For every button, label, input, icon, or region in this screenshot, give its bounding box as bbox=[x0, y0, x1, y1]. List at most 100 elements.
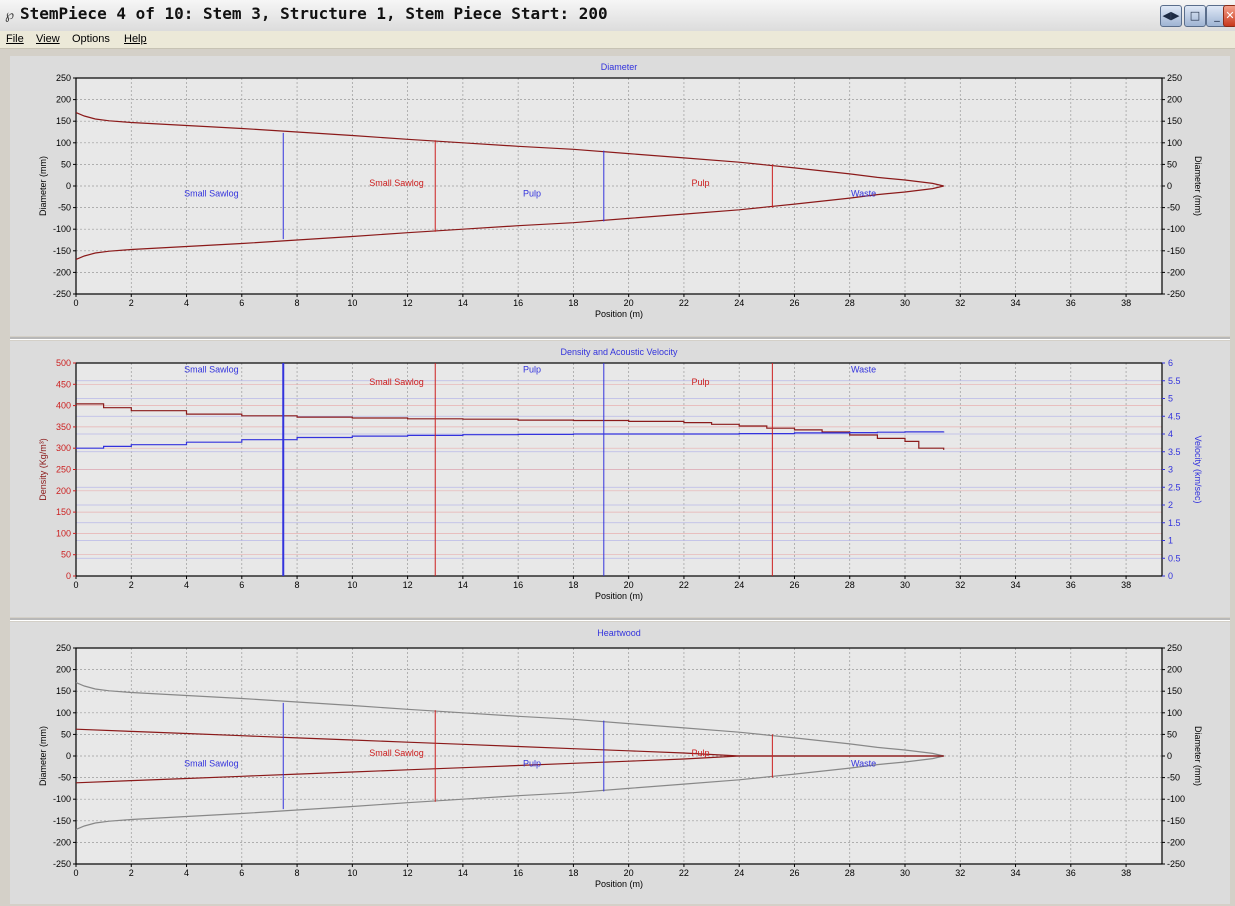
y-right-axis-label: Diameter (mm) bbox=[1193, 156, 1203, 216]
y-tick-label: 100 bbox=[56, 138, 71, 148]
prev-next-icon[interactable]: ◀▶ bbox=[1160, 5, 1182, 27]
menu-help[interactable]: Help bbox=[124, 33, 147, 45]
y2-tick-label: 1 bbox=[1168, 536, 1173, 546]
y-tick-label: -100 bbox=[53, 794, 71, 804]
x-tick-label: 34 bbox=[1011, 868, 1021, 878]
y-tick-label: 300 bbox=[56, 443, 71, 453]
x-tick-label: 16 bbox=[513, 298, 523, 308]
x-tick-label: 22 bbox=[679, 298, 689, 308]
y-right-tick-label: 250 bbox=[1167, 73, 1182, 83]
segment-label: Small Sawlog bbox=[184, 364, 239, 374]
y-right-tick-label: -200 bbox=[1167, 837, 1185, 847]
menu-options[interactable]: Options bbox=[72, 33, 110, 45]
y-right-tick-label: -100 bbox=[1167, 794, 1185, 804]
x-tick-label: 0 bbox=[73, 868, 78, 878]
x-tick-label: 20 bbox=[624, 580, 634, 590]
x-tick-label: 16 bbox=[513, 868, 523, 878]
y2-tick-label: 4.5 bbox=[1168, 411, 1181, 421]
series-line-mirror bbox=[75, 755, 944, 830]
x-tick-label: 0 bbox=[73, 580, 78, 590]
x-tick-label: 32 bbox=[955, 298, 965, 308]
plot-background bbox=[76, 648, 1162, 864]
menu-view[interactable]: View bbox=[36, 33, 60, 45]
y-axis-label: Density (Kg/m³) bbox=[38, 438, 48, 501]
x-tick-label: 22 bbox=[679, 868, 689, 878]
x-tick-label: 6 bbox=[239, 868, 244, 878]
y-tick-label: 0 bbox=[66, 181, 71, 191]
y-tick-label: -50 bbox=[58, 203, 71, 213]
y-tick-label: 200 bbox=[56, 665, 71, 675]
y2-tick-label: 0.5 bbox=[1168, 553, 1181, 563]
y-right-tick-label: -150 bbox=[1167, 816, 1185, 826]
x-tick-label: 26 bbox=[789, 868, 799, 878]
x-tick-label: 14 bbox=[458, 868, 468, 878]
x-tick-label: 14 bbox=[458, 580, 468, 590]
y2-tick-label: 5 bbox=[1168, 394, 1173, 404]
y-tick-label: 250 bbox=[56, 643, 71, 653]
y-tick-label: 0 bbox=[66, 571, 71, 581]
y2-tick-label: 5.5 bbox=[1168, 376, 1181, 386]
x-tick-label: 6 bbox=[239, 298, 244, 308]
y-right-tick-label: 150 bbox=[1167, 686, 1182, 696]
segment-label: Pulp bbox=[523, 364, 541, 374]
x-tick-label: 24 bbox=[734, 298, 744, 308]
x-tick-label: 4 bbox=[184, 868, 189, 878]
segment-label: Pulp bbox=[692, 748, 710, 758]
x-tick-label: 24 bbox=[734, 868, 744, 878]
menu-help-label: Help bbox=[124, 33, 147, 45]
y-right-axis-label: Diameter (mm) bbox=[1193, 726, 1203, 786]
title-bar[interactable]: ℘ StemPiece 4 of 10: Stem 3, Structure 1… bbox=[0, 0, 1235, 32]
x-tick-label: 18 bbox=[568, 580, 578, 590]
y-tick-label: 50 bbox=[61, 550, 71, 560]
x-tick-label: 4 bbox=[184, 298, 189, 308]
x-tick-label: 34 bbox=[1011, 298, 1021, 308]
y2-tick-label: 1.5 bbox=[1168, 518, 1181, 528]
y-tick-label: 250 bbox=[56, 465, 71, 475]
window-title: StemPiece 4 of 10: Stem 3, Structure 1, … bbox=[20, 4, 608, 23]
x-tick-label: 38 bbox=[1121, 868, 1131, 878]
y-right-tick-label: 200 bbox=[1167, 665, 1182, 675]
segment-label: Small Sawlog bbox=[369, 178, 424, 188]
y-tick-label: -100 bbox=[53, 224, 71, 234]
close-icon[interactable]: ✕ bbox=[1223, 5, 1235, 27]
y-tick-label: 500 bbox=[56, 358, 71, 368]
series-line bbox=[75, 682, 944, 757]
y-tick-label: -250 bbox=[53, 289, 71, 299]
y-tick-label: 100 bbox=[56, 528, 71, 538]
diameter-chart: 0 2 4 6 8 10 12 14 16 18 20 22 24 26 28 30 32 34 36 3825020… bbox=[38, 62, 1203, 319]
x-axis-label: Position (m) bbox=[595, 879, 643, 889]
x-axis-label: Position (m) bbox=[595, 309, 643, 319]
x-tick-label: 6 bbox=[239, 580, 244, 590]
heartwood-chart: 0 2 4 6 8 10 12 14 16 18 20 22 24 26 28 30 32 34 36 3825020… bbox=[38, 628, 1203, 889]
segment-label: Pulp bbox=[692, 178, 710, 188]
segment-label: Small Sawlog bbox=[184, 188, 239, 198]
restore-icon[interactable]: □ bbox=[1184, 5, 1206, 27]
x-tick-label: 28 bbox=[845, 868, 855, 878]
menu-options-label: Options bbox=[72, 33, 110, 45]
x-tick-label: 38 bbox=[1121, 298, 1131, 308]
y-tick-label: -150 bbox=[53, 816, 71, 826]
x-tick-label: 30 bbox=[900, 580, 910, 590]
x-tick-label: 34 bbox=[1011, 580, 1021, 590]
density-velocity-panel: 0 2 4 6 8 10 12 14 16 18 20 22 24 26 28 30 32 34 36 38 500 45… bbox=[10, 341, 1230, 617]
x-tick-label: 8 bbox=[295, 298, 300, 308]
segment-label: Pulp bbox=[523, 758, 541, 768]
x-tick-label: 14 bbox=[458, 298, 468, 308]
x-axis-label: Position (m) bbox=[595, 591, 643, 601]
y-tick-label: -200 bbox=[53, 267, 71, 277]
panel-divider[interactable] bbox=[10, 337, 1230, 340]
x-tick-label: 36 bbox=[1066, 580, 1076, 590]
segment-label: Waste bbox=[851, 758, 876, 768]
y2-tick-label: 3.5 bbox=[1168, 447, 1181, 457]
x-tick-label: 12 bbox=[403, 580, 413, 590]
panel-divider[interactable] bbox=[10, 618, 1230, 621]
menu-file[interactable]: File bbox=[6, 33, 24, 45]
y-right-tick-label: 0 bbox=[1167, 181, 1172, 191]
tree-icon: ℘ bbox=[5, 7, 15, 22]
y-axis-label: Diameter (mm) bbox=[38, 726, 48, 786]
y2-tick-label: 2.5 bbox=[1168, 482, 1181, 492]
x-tick-label: 10 bbox=[347, 868, 357, 878]
y-axis-label: Diameter (mm) bbox=[38, 156, 48, 216]
x-tick-label: 26 bbox=[789, 298, 799, 308]
chart-title: Density and Acoustic Velocity bbox=[560, 347, 678, 357]
